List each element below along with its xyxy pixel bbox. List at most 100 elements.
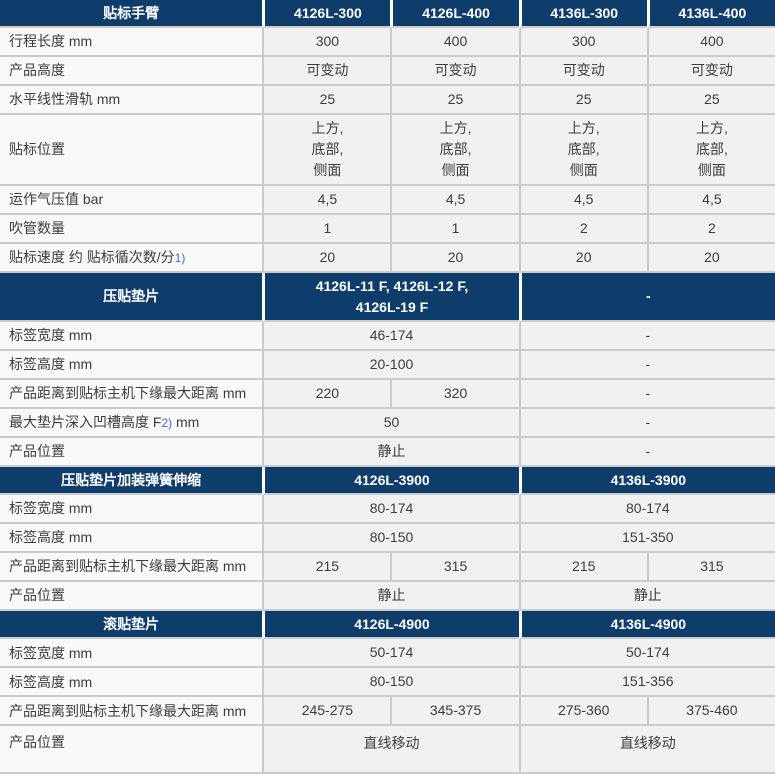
spec-value-cell: 可变动 bbox=[646, 57, 775, 87]
spec-value-cell: 4,5 bbox=[390, 186, 519, 216]
spec-row: 标签宽度 mm 50-174 50-174 bbox=[0, 639, 775, 669]
spec-value-cell: 151-356 bbox=[518, 668, 775, 698]
row-label: 产品高度 bbox=[0, 57, 263, 87]
model-header-cell: 4136L-4900 bbox=[518, 611, 775, 640]
row-label: 标签高度 mm bbox=[0, 668, 263, 698]
spec-value-cell: 400 bbox=[646, 28, 775, 58]
section-header-row: 压贴垫片 4126L-11 F, 4126L-12 F, 4126L-19 F- bbox=[0, 273, 775, 322]
section-header-row: 滚贴垫片 4126L-4900 4136L-4900 bbox=[0, 611, 775, 640]
row-label-text: 产品位置 bbox=[9, 587, 65, 604]
spec-value-cell: 300 bbox=[518, 28, 647, 58]
spec-row: 产品距离到贴标主机下缘最大距离 mm 215 315 215 315 bbox=[0, 553, 775, 583]
row-label: 产品距离到贴标主机下缘最大距离 mm bbox=[0, 553, 263, 583]
spec-value-cell: 4,5 bbox=[646, 186, 775, 216]
footnote-ref[interactable]: 2) bbox=[161, 415, 173, 430]
spec-row: 产品位置 静止 静止 bbox=[0, 582, 775, 612]
spec-value-cell: - bbox=[518, 408, 775, 438]
row-label: 最大垫片深入凹槽高度 F2) mm bbox=[0, 408, 263, 438]
spec-value-cell: 20 bbox=[262, 244, 391, 274]
row-label: 产品距离到贴标主机下缘最大距离 mm bbox=[0, 697, 263, 727]
row-label: 贴标位置 bbox=[0, 115, 263, 187]
spec-row: 产品位置 直线移动 直线移动 bbox=[0, 726, 775, 774]
spec-value-cell: 345-375 bbox=[390, 697, 519, 727]
spec-value-cell: 151-350 bbox=[518, 524, 775, 554]
spec-value-cell: 50-174 bbox=[262, 639, 519, 669]
model-header-cell: 4136L-3900 bbox=[518, 466, 775, 496]
model-header-cell: 4126L-4900 bbox=[262, 611, 519, 640]
spec-row: 产品高度 可变动 可变动 可变动 可变动 bbox=[0, 57, 775, 87]
row-label: 产品位置 bbox=[0, 437, 263, 467]
row-label-text: 产品距离到贴标主机下缘最大距离 mm bbox=[9, 558, 247, 575]
model-header-cell: 4126L-11 F, 4126L-12 F, 4126L-19 F bbox=[262, 273, 519, 322]
spec-value-cell: 1 bbox=[262, 215, 391, 245]
footnote-ref[interactable]: 1) bbox=[174, 251, 186, 266]
spec-value-cell: 220 bbox=[262, 379, 391, 409]
section-title: 滚贴垫片 bbox=[0, 611, 263, 640]
row-label-text: 产品距离到贴标主机下缘最大距离 mm bbox=[9, 384, 247, 401]
spec-value-cell: 315 bbox=[646, 553, 775, 583]
spec-value-cell: 静止 bbox=[262, 582, 519, 612]
spec-value-cell: 400 bbox=[390, 28, 519, 58]
spec-row: 行程长度 mm 300 400 300 400 bbox=[0, 28, 775, 58]
spec-value-cell: 50 bbox=[262, 408, 519, 438]
spec-value-cell: 275-360 bbox=[518, 697, 647, 727]
row-label: 标签宽度 mm bbox=[0, 639, 263, 669]
row-label-text: 标签宽度 mm bbox=[9, 644, 93, 661]
model-header-cell: 4126L-400 bbox=[390, 0, 519, 29]
spec-value-cell: 上方, 底部, 侧面 bbox=[390, 115, 519, 187]
spec-value-cell: 46-174 bbox=[262, 321, 519, 351]
spec-value-cell: - bbox=[518, 379, 775, 409]
spec-value-cell: 50-174 bbox=[518, 639, 775, 669]
spec-value-cell: 25 bbox=[646, 86, 775, 116]
row-label-text: 最大垫片深入凹槽高度 F bbox=[9, 413, 162, 430]
row-label-text: 贴标位置 bbox=[9, 141, 65, 158]
row-label: 产品位置 bbox=[0, 726, 263, 774]
spec-value-cell: 2 bbox=[518, 215, 647, 245]
spec-value-cell: 上方, 底部, 侧面 bbox=[518, 115, 647, 187]
spec-row: 标签宽度 mm 80-174 80-174 bbox=[0, 495, 775, 525]
row-label: 产品距离到贴标主机下缘最大距离 mm bbox=[0, 379, 263, 409]
row-label: 产品位置 bbox=[0, 582, 263, 612]
spec-value-cell: - bbox=[518, 350, 775, 380]
spec-row: 吹管数量 1 1 2 2 bbox=[0, 215, 775, 245]
row-label-text: 贴标速度 约 贴标循次数/分 bbox=[9, 249, 175, 266]
row-label-text: 标签高度 mm bbox=[9, 355, 93, 372]
spec-value-cell: 20 bbox=[646, 244, 775, 274]
spec-value-cell: 直线移动 bbox=[262, 726, 519, 774]
row-label-suffix: mm bbox=[172, 413, 200, 430]
spec-value-cell: 4,5 bbox=[262, 186, 391, 216]
row-label-text: 行程长度 mm bbox=[9, 33, 93, 50]
spec-value-cell: 80-150 bbox=[262, 668, 519, 698]
spec-value-cell: - bbox=[518, 321, 775, 351]
spec-value-cell: 可变动 bbox=[390, 57, 519, 87]
spec-value-cell: 20-100 bbox=[262, 350, 519, 380]
spec-row: 产品位置 静止 - bbox=[0, 437, 775, 467]
spec-value-cell: 4,5 bbox=[518, 186, 647, 216]
spec-value-cell: 直线移动 bbox=[518, 726, 775, 774]
spec-value-cell: 20 bbox=[518, 244, 647, 274]
row-label-text: 产品位置 bbox=[9, 442, 65, 459]
section-title: 压贴垫片加装弹簧伸缩 bbox=[0, 466, 263, 496]
row-label: 贴标速度 约 贴标循次数/分1) bbox=[0, 244, 263, 274]
row-label: 行程长度 mm bbox=[0, 28, 263, 58]
row-label: 标签宽度 mm bbox=[0, 495, 263, 525]
section-title: 压贴垫片 bbox=[0, 273, 263, 322]
section-header-row: 压贴垫片加装弹簧伸缩 4126L-3900 4136L-3900 bbox=[0, 466, 775, 496]
row-label-text: 运作气压值 bar bbox=[9, 191, 104, 208]
spec-value-cell: 215 bbox=[518, 553, 647, 583]
spec-row: 标签高度 mm 20-100- bbox=[0, 350, 775, 380]
spec-value-cell: 静止 bbox=[518, 582, 775, 612]
row-label-text: 吹管数量 bbox=[9, 220, 65, 237]
model-header-cell: 4136L-300 bbox=[518, 0, 647, 29]
spec-row: 标签宽度 mm 46-174- bbox=[0, 321, 775, 351]
row-label-text: 标签高度 mm bbox=[9, 673, 93, 690]
spec-value-cell: 25 bbox=[518, 86, 647, 116]
row-label-text: 产品高度 bbox=[9, 62, 65, 79]
spec-value-cell: 315 bbox=[390, 553, 519, 583]
row-label: 标签宽度 mm bbox=[0, 321, 263, 351]
section-title: 贴标手臂 bbox=[0, 0, 263, 29]
spec-value-cell: 可变动 bbox=[518, 57, 647, 87]
